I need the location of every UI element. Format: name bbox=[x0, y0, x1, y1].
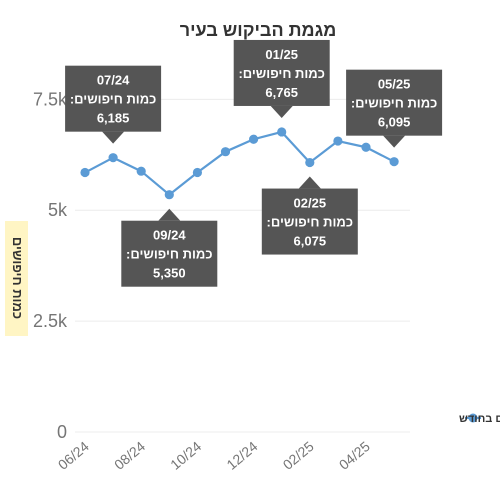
callout-box bbox=[346, 69, 443, 136]
y-axis-label-group: כמות חיפושים bbox=[5, 221, 28, 336]
x-tick-label: 02/25 bbox=[280, 438, 317, 473]
callout-text: 05/25 bbox=[378, 77, 411, 92]
callout-box bbox=[233, 39, 330, 106]
data-point[interactable] bbox=[80, 167, 90, 178]
callout-box bbox=[121, 220, 218, 287]
callout: 09/24 כמות חיפושים: 5,350 bbox=[121, 208, 218, 287]
data-point[interactable] bbox=[136, 166, 146, 176]
x-tick-label: 10/24 bbox=[167, 438, 204, 473]
callout-text: 6,765 bbox=[265, 85, 298, 100]
y-axis-ticks: 0 2.5k 5k 7.5k bbox=[33, 89, 68, 442]
data-point[interactable] bbox=[220, 147, 231, 157]
chart-title: מגמת הביקוש בעיר bbox=[180, 20, 337, 40]
x-tick-label: 08/24 bbox=[111, 438, 148, 473]
callout: 01/25 כמות חיפושים: 6,765 bbox=[233, 39, 330, 118]
data-point[interactable] bbox=[192, 167, 202, 178]
data-point[interactable] bbox=[277, 127, 287, 137]
callout-text: כמות חיפושים: bbox=[126, 247, 212, 262]
callout-text: 5,350 bbox=[153, 266, 186, 281]
data-point[interactable] bbox=[249, 134, 259, 144]
callout-text: 6,095 bbox=[378, 115, 411, 130]
callout-text: 09/24 bbox=[153, 228, 186, 243]
data-point[interactable] bbox=[108, 153, 118, 163]
callout-text: 6,075 bbox=[294, 234, 327, 249]
callout: 07/24 כמות חיפושים: 6,185 bbox=[65, 65, 162, 144]
y-tick-label: 0 bbox=[57, 422, 67, 442]
callout-text: 01/25 bbox=[265, 47, 298, 62]
x-axis-ticks: 06/24 08/24 10/24 12/24 02/25 04/25 bbox=[55, 438, 373, 473]
series-layer bbox=[80, 127, 399, 200]
data-point[interactable] bbox=[389, 157, 399, 167]
callout-text: 07/24 bbox=[97, 73, 130, 88]
y-tick-label: 5k bbox=[48, 200, 68, 220]
callout-pointer bbox=[383, 135, 406, 148]
callout: 02/25 כמות חיפושים: 6,075 bbox=[261, 176, 358, 255]
callout-box bbox=[65, 65, 162, 132]
legend-marker-icon bbox=[468, 413, 478, 423]
data-point[interactable] bbox=[305, 157, 315, 168]
x-tick-label: 06/24 bbox=[55, 438, 92, 473]
data-point[interactable] bbox=[361, 142, 371, 152]
y-tick-label: 7.5k bbox=[33, 89, 68, 109]
callout-text: כמות חיפושים: bbox=[70, 92, 156, 107]
callout-pointer bbox=[270, 105, 293, 118]
series-line bbox=[84, 130, 395, 196]
callout: 05/25 כמות חיפושים: 6,095 bbox=[346, 69, 443, 148]
callout-text: כמות חיפושים: bbox=[238, 66, 324, 81]
callout-text: כמות חיפושים: bbox=[267, 215, 353, 230]
callout-box bbox=[261, 188, 358, 255]
data-point[interactable] bbox=[164, 190, 174, 200]
y-tick-label: 2.5k bbox=[33, 311, 68, 331]
callout-text: כמות חיפושים: bbox=[351, 96, 437, 111]
callout-text: 6,185 bbox=[97, 111, 130, 126]
x-tick-label: 12/24 bbox=[223, 438, 260, 473]
y-axis-label: כמות חיפושים bbox=[10, 237, 25, 319]
callout-pointer bbox=[298, 176, 321, 189]
y-axis-label-highlight bbox=[5, 221, 28, 336]
data-point[interactable] bbox=[333, 136, 343, 146]
callouts: 07/24 כמות חיפושים: 6,185 09/24 כמות חיפושים… bbox=[65, 39, 443, 287]
callout-pointer bbox=[102, 131, 125, 144]
legend[interactable]: חיפושים בחודש bbox=[459, 413, 500, 425]
legend-label: חיפושים בחודש bbox=[459, 413, 500, 425]
callout-pointer bbox=[158, 208, 181, 221]
x-tick-label: 04/25 bbox=[336, 438, 373, 473]
callout-text: 02/25 bbox=[294, 196, 327, 211]
